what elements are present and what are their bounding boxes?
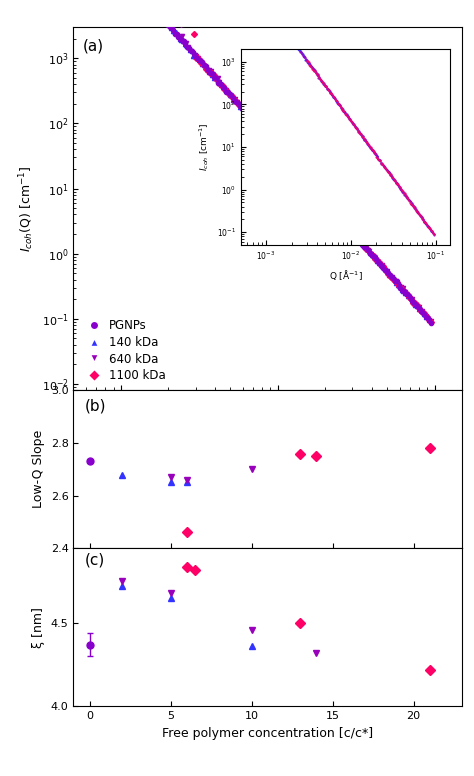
X-axis label: Free polymer concentration [c/c*]: Free polymer concentration [c/c*] bbox=[162, 726, 374, 740]
Text: (a): (a) bbox=[83, 38, 104, 53]
Text: (c): (c) bbox=[85, 553, 105, 568]
Legend: PGNPs, 140 kDa, 640 kDa, 1100 kDa: PGNPs, 140 kDa, 640 kDa, 1100 kDa bbox=[79, 317, 168, 384]
Y-axis label: ξ [nm]: ξ [nm] bbox=[32, 607, 46, 648]
Y-axis label: Low-Q Slope: Low-Q Slope bbox=[32, 430, 45, 508]
Y-axis label: $I_{coh}$(Q) [cm$^{-1}$]: $I_{coh}$(Q) [cm$^{-1}$] bbox=[18, 165, 36, 252]
X-axis label: Wavevector Q [Å⁻¹]: Wavevector Q [Å⁻¹] bbox=[207, 417, 329, 431]
Text: (b): (b) bbox=[85, 398, 107, 414]
